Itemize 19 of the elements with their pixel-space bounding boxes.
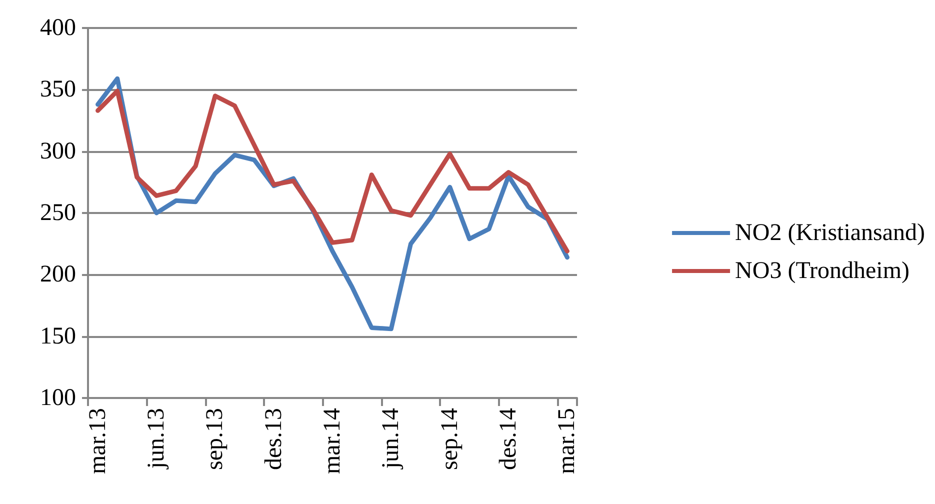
x-tick-label: sep.13 — [202, 408, 228, 470]
x-tick-label: sep.14 — [436, 408, 463, 470]
x-tick-label: jun.13 — [143, 408, 170, 470]
x-tick-label: mar.14 — [320, 408, 346, 474]
x-tick-label: des.13 — [260, 408, 287, 470]
legend-label: NO2 (Kristiansand) — [735, 220, 926, 246]
x-tick-label: mar.15 — [554, 408, 580, 474]
y-tick-label: 400 — [40, 15, 76, 41]
y-tick-label: 250 — [40, 200, 76, 226]
y-tick-label: 150 — [40, 323, 76, 350]
x-tick-label: jun.14 — [378, 408, 404, 470]
line-series — [96, 88, 570, 254]
x-tick-label: mar.13 — [84, 408, 111, 474]
y-tick-label: 200 — [40, 262, 76, 288]
y-tick-label: 350 — [40, 76, 76, 103]
x-tick-label: des.14 — [496, 408, 522, 470]
legend-label: NO3 (Trondheim) — [735, 258, 910, 284]
y-tick-label: 100 — [40, 385, 76, 411]
y-tick-label: 300 — [40, 138, 76, 164]
